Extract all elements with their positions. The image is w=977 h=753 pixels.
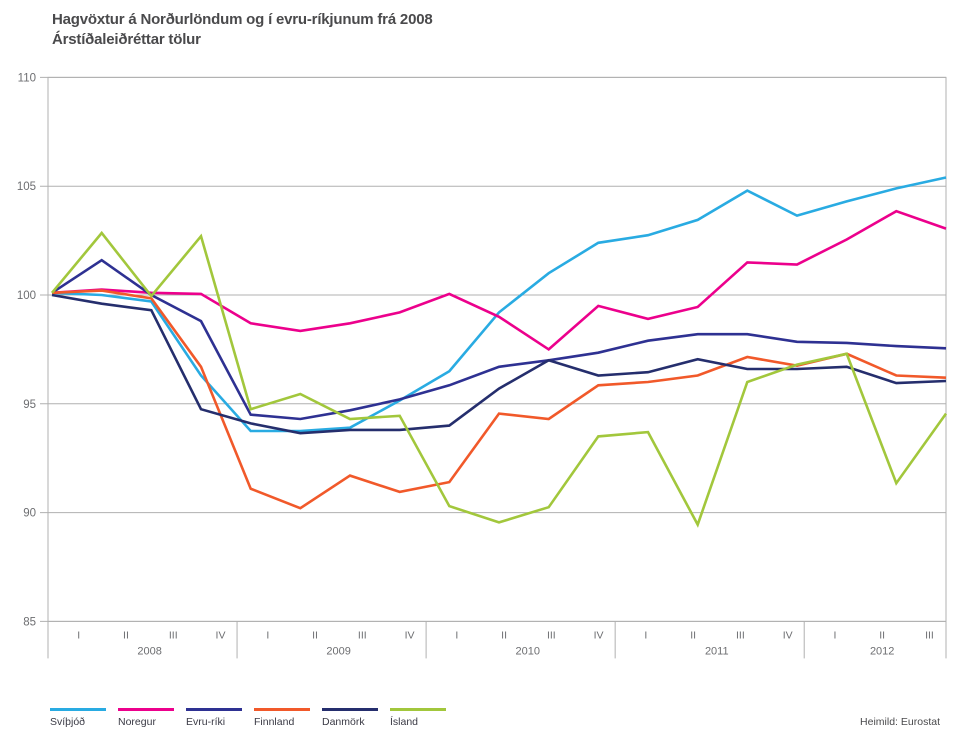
legend: Svíþjóð Noregur Evru-ríki Finnland Danmörk Ís… — [50, 708, 458, 728]
legend-item-sv-j-: Svíþjóð — [50, 708, 106, 728]
y-axis-labels: 85 90 95 100 105 110 — [17, 72, 36, 628]
series-line-finnland — [51, 289, 947, 510]
legend-item-label: Finnland — [254, 716, 295, 728]
svg-text:105: 105 — [17, 181, 36, 193]
svg-text:II: II — [123, 629, 129, 641]
legend-item-finnland: Finnland — [254, 708, 310, 728]
svg-text:III: III — [925, 629, 934, 641]
svg-text:I: I — [77, 629, 80, 641]
svg-text:85: 85 — [23, 616, 36, 628]
legend-item--sland: Ísland — [390, 708, 446, 728]
series-line-sv-j- — [51, 176, 947, 433]
legend-item-label: Evru-ríki — [186, 716, 226, 728]
svg-text:2011: 2011 — [705, 645, 729, 657]
grid-lines — [40, 76, 946, 622]
series-line-evru-r-ki — [51, 258, 947, 421]
svg-text:2012: 2012 — [870, 645, 894, 657]
legend-swatch — [254, 708, 310, 711]
svg-text:I: I — [266, 629, 269, 641]
svg-text:III: III — [169, 629, 178, 641]
svg-text:IV: IV — [783, 629, 793, 641]
svg-text:I: I — [455, 629, 458, 641]
chart-canvas: 85 90 95 100 105 110 I II III IV 2008 I II III IV 2009 I… — [17, 72, 948, 659]
legend-item-noregur: Noregur — [118, 708, 174, 728]
svg-text:III: III — [547, 629, 556, 641]
svg-text:II: II — [879, 629, 885, 641]
series-line-noregur — [51, 209, 947, 352]
legend-swatch — [390, 708, 446, 711]
svg-text:II: II — [690, 629, 696, 641]
series-line--sland — [51, 230, 948, 528]
svg-text:II: II — [501, 629, 507, 641]
legend-swatch — [186, 708, 242, 711]
svg-text:2010: 2010 — [515, 645, 539, 657]
legend-swatch — [118, 708, 174, 711]
source-note: Heimild: Eurostat — [860, 716, 940, 728]
legend-item-label: Ísland — [390, 716, 419, 728]
svg-text:100: 100 — [17, 290, 36, 302]
legend-item-evru-r-ki: Evru-ríki — [186, 708, 242, 728]
svg-text:IV: IV — [216, 629, 226, 641]
svg-text:95: 95 — [23, 399, 36, 411]
svg-text:I: I — [833, 629, 836, 641]
page-title: Hagvöxtur á Norðurlöndum og í evru-ríkju… — [52, 11, 433, 28]
page-subtitle: Árstíðaleiðréttar tölur — [52, 31, 201, 48]
series-line-danm-rk — [51, 293, 947, 435]
legend-item-label: Danmörk — [322, 716, 365, 728]
svg-text:IV: IV — [405, 629, 415, 641]
svg-text:110: 110 — [18, 72, 36, 84]
svg-text:II: II — [312, 629, 318, 641]
chart-title-block: Hagvöxtur á Norðurlöndum og í evru-ríkju… — [52, 10, 433, 50]
legend-item-label: Svíþjóð — [50, 716, 86, 728]
svg-text:IV: IV — [594, 629, 604, 641]
svg-text:90: 90 — [23, 508, 36, 520]
legend-item-label: Noregur — [118, 716, 156, 728]
legend-swatch — [50, 708, 106, 711]
svg-text:2008: 2008 — [137, 645, 161, 657]
svg-text:I: I — [644, 629, 647, 641]
svg-text:III: III — [736, 629, 745, 641]
legend-swatch — [322, 708, 378, 711]
legend-item-danm-rk: Danmörk — [322, 708, 378, 728]
svg-text:III: III — [358, 629, 367, 641]
svg-text:2009: 2009 — [326, 645, 350, 657]
